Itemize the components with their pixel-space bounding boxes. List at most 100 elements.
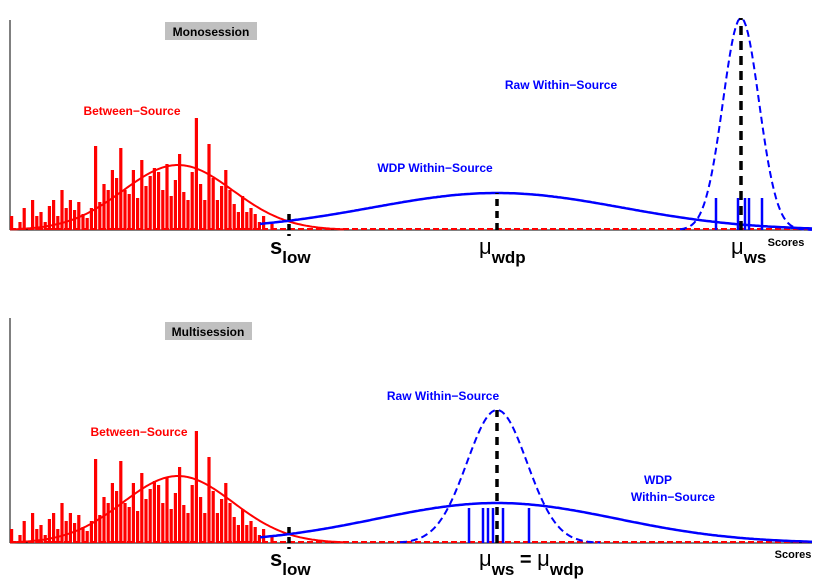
histogram-bar — [77, 202, 81, 230]
histogram-bar — [52, 200, 56, 230]
histogram-bar — [152, 481, 156, 543]
histogram-bar — [148, 489, 152, 543]
histogram-bar — [190, 485, 194, 543]
histogram-bar — [211, 178, 215, 230]
histogram-bar — [203, 513, 207, 543]
histogram-bar — [123, 190, 127, 230]
histogram-bar — [35, 216, 39, 230]
histogram-bar — [115, 178, 119, 230]
histogram-bar — [194, 431, 198, 543]
mu-ws-label-top: μws — [731, 234, 766, 267]
histogram-bar — [169, 196, 173, 230]
raw-within-curve-top — [679, 17, 812, 231]
histogram-bar — [127, 507, 131, 543]
histogram-bar — [215, 200, 219, 230]
s-low-label-top: slow — [270, 234, 311, 267]
scores-label-top: Scores — [768, 237, 805, 249]
histogram-bar — [224, 170, 228, 230]
histogram-bar — [131, 170, 135, 230]
histogram-bar — [270, 224, 274, 230]
histogram-bar — [73, 210, 77, 230]
histogram-bar — [31, 200, 35, 230]
raw-within-curve-bottom — [399, 409, 601, 544]
between-source-histogram-top — [10, 118, 274, 230]
histogram-bar — [148, 176, 152, 230]
raw-within-ticks-bottom — [467, 508, 531, 543]
histogram-bar — [173, 180, 177, 230]
histogram-bar — [68, 200, 72, 230]
histogram-bar — [115, 491, 119, 543]
histogram-bar — [81, 214, 85, 230]
histogram-bar — [10, 216, 14, 230]
histogram-bar — [173, 493, 177, 543]
histogram-bar — [169, 509, 173, 543]
histogram-bar — [68, 513, 72, 543]
histogram-bar — [119, 148, 123, 230]
wdp-within-source-label-top: WDP Within−Source — [377, 161, 493, 175]
histogram-bar — [253, 214, 257, 230]
histogram-bar — [165, 477, 169, 543]
histogram-bar — [228, 503, 232, 543]
histogram-bar — [182, 192, 186, 230]
histogram-bar — [52, 513, 56, 543]
histogram-bar — [140, 473, 144, 543]
raw-within-source-label-top: Raw Within−Source — [505, 78, 618, 92]
panel-monosession: Monosession Between−Source Raw Within−So… — [9, 17, 813, 267]
histogram-bar — [220, 499, 224, 543]
mu-wdp-label-top: μwdp — [479, 234, 526, 267]
raw-within-source-label-bottom: Raw Within−Source — [387, 389, 500, 403]
mu-ws-equals-mu-wdp-label-bottom: μws = μwdp — [479, 546, 584, 579]
histogram-bar — [190, 172, 194, 230]
s-low-label-bottom: slow — [270, 546, 311, 579]
histogram-bar — [220, 186, 224, 230]
histogram-bar — [232, 204, 236, 230]
histogram-bar — [144, 499, 148, 543]
histogram-bar — [81, 527, 85, 543]
histogram-bar — [241, 509, 245, 543]
histogram-bar — [203, 200, 207, 230]
scores-label-bottom: Scores — [775, 549, 812, 561]
histogram-bar — [144, 186, 148, 230]
histogram-bar — [161, 503, 165, 543]
histogram-bar — [94, 146, 98, 230]
histogram-bar — [140, 160, 144, 230]
histogram-bar — [199, 497, 203, 543]
histogram-bar — [131, 483, 135, 543]
panel-multisession: Multisession Between−Source Raw Within−S… — [9, 318, 812, 579]
histogram-bar — [136, 198, 140, 230]
histogram-bar — [60, 190, 64, 230]
histogram-bar — [249, 208, 253, 230]
wdp-within-source-label-bottom: WDP — [644, 473, 672, 487]
histogram-bar — [31, 513, 35, 543]
histogram-bar — [211, 491, 215, 543]
wdp-within-curve-bottom — [259, 501, 812, 543]
histogram-bar — [199, 184, 203, 230]
histogram-bar — [232, 517, 236, 543]
histogram-bar — [257, 535, 261, 543]
histogram-bar — [18, 535, 22, 543]
raw-within-ticks-top — [714, 198, 764, 230]
multisession-tag: Multisession — [172, 325, 245, 339]
histogram-bar — [194, 118, 198, 230]
histogram-bar — [47, 519, 51, 543]
histogram-bar — [249, 521, 253, 543]
histogram-bar — [236, 212, 240, 230]
histogram-bar — [161, 190, 165, 230]
histogram-bar — [157, 172, 161, 230]
monosession-tag-bg — [165, 22, 257, 40]
histogram-bar — [207, 144, 211, 230]
histogram-bar — [127, 194, 131, 230]
between-source-label-top: Between−Source — [83, 104, 180, 118]
histogram-bar — [94, 459, 98, 543]
histogram-bar — [241, 196, 245, 230]
histogram-bar — [224, 483, 228, 543]
histogram-bar — [102, 497, 106, 543]
histogram-bar — [257, 222, 261, 230]
histogram-bar — [35, 529, 39, 543]
histogram-bar — [245, 525, 249, 543]
histogram-bar — [207, 457, 211, 543]
histogram-bar — [106, 503, 110, 543]
histogram-bar — [39, 212, 43, 230]
histogram-bar — [186, 513, 190, 543]
